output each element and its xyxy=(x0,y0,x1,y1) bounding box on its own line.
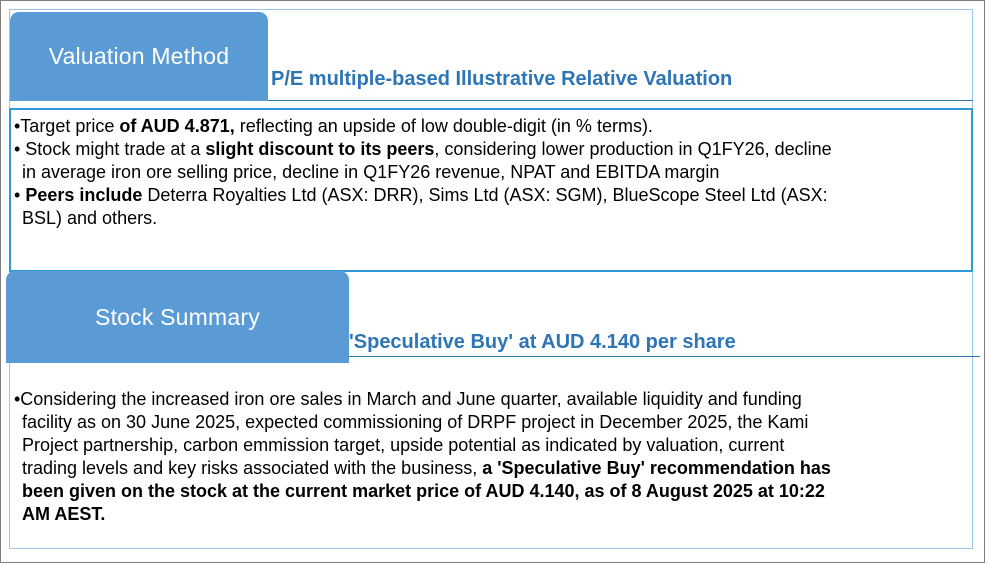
summary-line-bold: AM AEST. xyxy=(14,503,831,526)
stock-summary-label: Stock Summary xyxy=(95,303,260,330)
valuation-divider xyxy=(268,100,973,101)
valuation-method-label: Valuation Method xyxy=(48,43,230,69)
valuation-box xyxy=(9,108,973,272)
summary-line: Project partnership, carbon emmission ta… xyxy=(22,435,785,455)
summary-line-bold: been given on the stock at the current m… xyxy=(14,480,831,503)
stock-summary-divider xyxy=(349,356,980,357)
stock-summary-tab: Stock Summary xyxy=(6,271,349,363)
stock-summary-text: •Considering the increased iron ore sale… xyxy=(14,388,831,526)
valuation-bullet-discount: • Stock might trade at a slight discount… xyxy=(14,138,832,161)
bullet-bold-text: Peers include xyxy=(25,185,143,205)
valuation-method-tab: Valuation Method xyxy=(10,12,268,101)
bullet-text: • Stock might trade at a xyxy=(14,139,206,159)
summary-line: trading levels and key risks associated … xyxy=(14,457,831,480)
valuation-bullet-peers-cont: BSL) and others. xyxy=(22,208,158,228)
bullet-bold-text: of AUD 4.871, xyxy=(119,116,235,136)
valuation-bullet-discount-cont: in average iron ore selling price, decli… xyxy=(22,162,720,182)
valuation-subtitle: P/E multiple-based Illustrative Relative… xyxy=(271,68,733,90)
bullet-text: •Target price xyxy=(14,116,120,136)
bullet-text: • xyxy=(14,185,26,205)
bullet-bold-text: slight discount to its peers xyxy=(205,139,435,159)
bullet-text: , considering lower production in Q1FY26… xyxy=(434,139,832,159)
summary-bold-text: a 'Speculative Buy' recommendation has xyxy=(482,458,831,478)
summary-bold-text: AM AEST. xyxy=(22,504,106,524)
bullet-text: Deterra Royalties Ltd (ASX: DRR), Sims L… xyxy=(142,185,828,205)
valuation-bullet-target-price: •Target price of AUD 4.871, reflecting a… xyxy=(14,115,832,138)
valuation-bullets: •Target price of AUD 4.871, reflecting a… xyxy=(14,115,832,230)
valuation-bullet-peers: • Peers include Deterra Royalties Ltd (A… xyxy=(14,184,832,207)
summary-line: facility as on 30 June 2025, expected co… xyxy=(22,412,809,432)
bullet-text: reflecting an upside of low double-digit… xyxy=(234,116,653,136)
summary-line: •Considering the increased iron ore sale… xyxy=(14,389,802,409)
summary-bold-text: been given on the stock at the current m… xyxy=(22,481,825,501)
summary-text: trading levels and key risks associated … xyxy=(22,458,483,478)
stock-summary-subtitle: 'Speculative Buy' at AUD 4.140 per share xyxy=(349,331,736,353)
